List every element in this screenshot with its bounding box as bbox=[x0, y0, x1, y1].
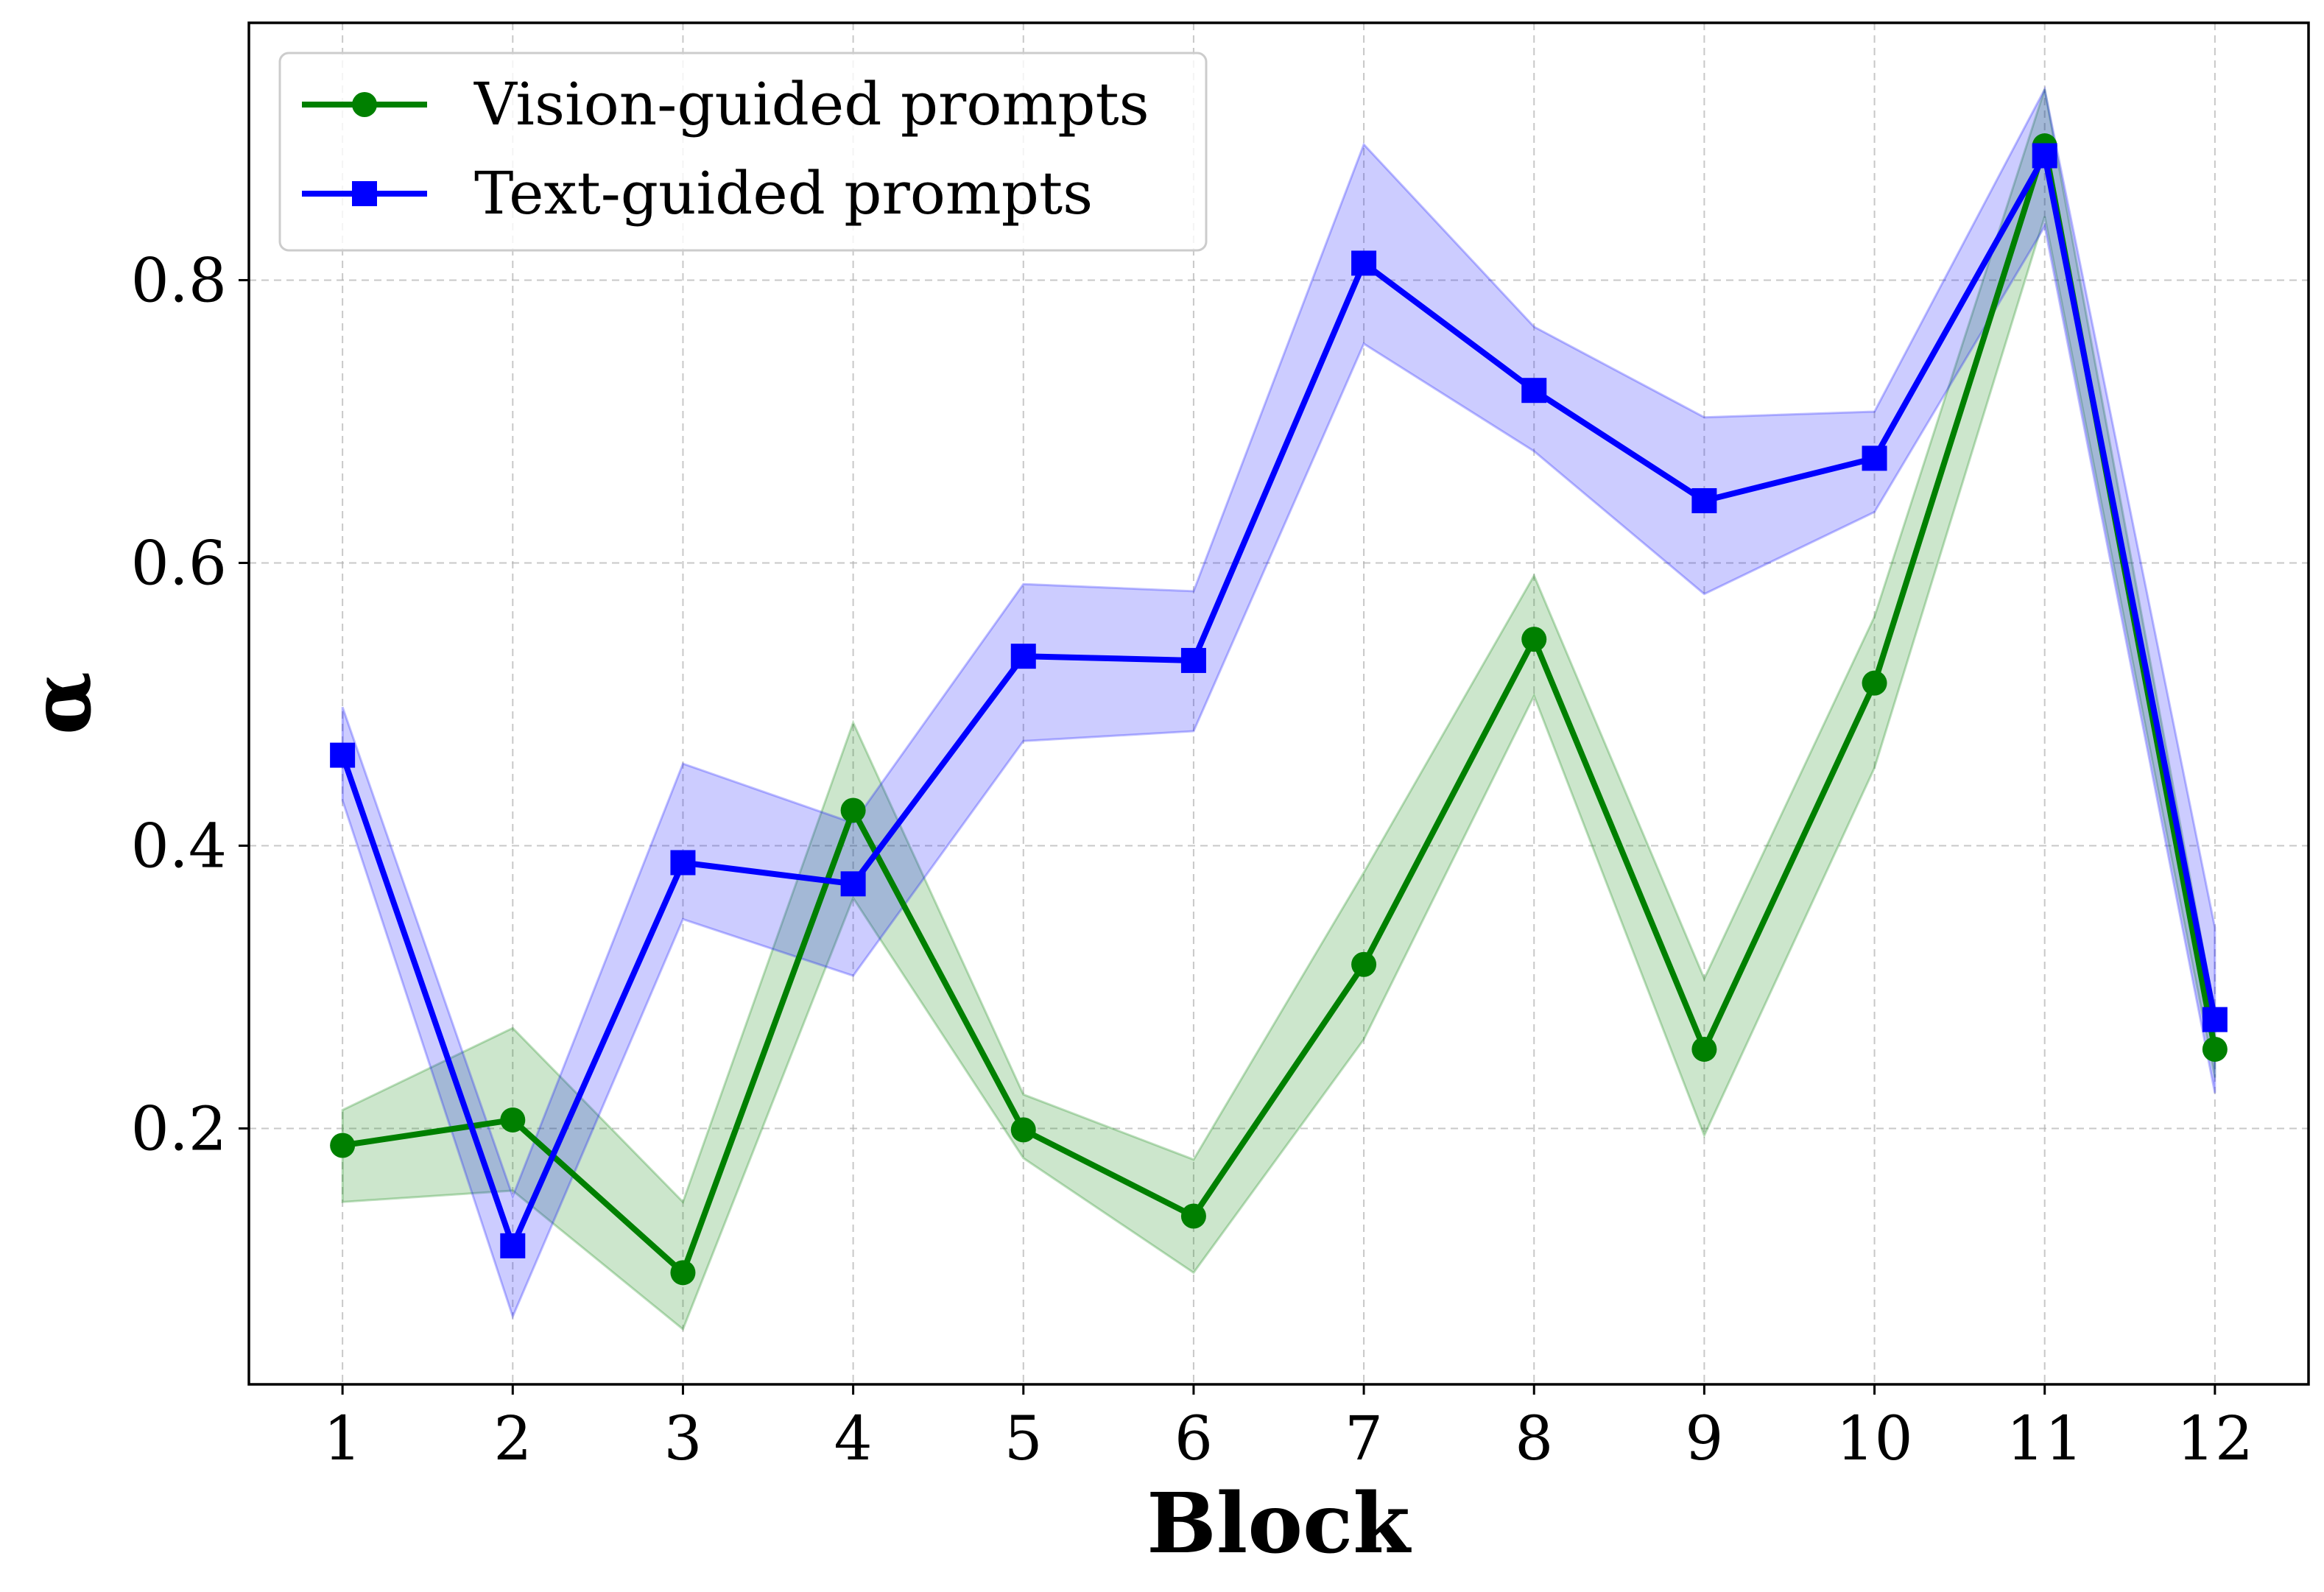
series-1-point bbox=[330, 1133, 356, 1158]
series-1-point bbox=[670, 1260, 696, 1286]
series-2-point bbox=[1521, 378, 1547, 404]
series-2-point bbox=[840, 871, 866, 897]
legend-entries: Vision-guided prompts Text-guided prompts bbox=[302, 70, 1149, 228]
series-1-point bbox=[1862, 670, 1887, 696]
x-tick-label: 2 bbox=[493, 1404, 532, 1474]
series-1-point bbox=[1351, 951, 1377, 977]
series-2-band bbox=[341, 85, 2216, 1320]
series-1-point bbox=[500, 1107, 526, 1133]
marker-layer bbox=[330, 133, 2228, 1286]
series-2-point bbox=[2032, 143, 2057, 169]
legend-box bbox=[278, 52, 1208, 252]
series-2-point bbox=[670, 850, 696, 876]
x-tick-label: 10 bbox=[1836, 1404, 1912, 1474]
x-tick-labels: 1 2 3 4 5 6 7 8 9 10 11 12 bbox=[323, 1404, 2253, 1474]
series-2-line bbox=[339, 152, 2218, 1249]
y-tick-label: 0.8 bbox=[131, 246, 227, 316]
legend-marker-1 bbox=[352, 92, 377, 117]
series-2-point bbox=[1691, 487, 1717, 513]
series-1-point bbox=[1691, 1036, 1717, 1062]
y-tick-labels: 0.2 0.4 0.6 0.8 bbox=[131, 246, 227, 1164]
x-tick-label: 9 bbox=[1685, 1404, 1723, 1474]
series-1-band bbox=[341, 88, 2216, 1331]
x-tick-label: 3 bbox=[663, 1404, 702, 1474]
legend-label-1: Vision-guided prompts bbox=[473, 70, 1149, 138]
series-1-point bbox=[2202, 1036, 2228, 1062]
y-tick-label: 0.4 bbox=[131, 811, 227, 881]
y-tick-label: 0.6 bbox=[131, 529, 227, 599]
series-2-point bbox=[1351, 250, 1377, 276]
series-2-point bbox=[2202, 1007, 2228, 1032]
series-2-point bbox=[1010, 644, 1036, 669]
series-1-point bbox=[1180, 1203, 1206, 1229]
band-layer bbox=[341, 85, 2216, 1331]
series-2-point bbox=[1180, 647, 1206, 673]
x-tick-label: 12 bbox=[2177, 1404, 2253, 1474]
plot-frame bbox=[247, 21, 2310, 1386]
series-1-point bbox=[1521, 627, 1547, 652]
line-layer bbox=[339, 143, 2218, 1276]
y-axis-title: α bbox=[13, 672, 110, 735]
x-tick-label: 1 bbox=[323, 1404, 362, 1474]
x-tick-label: 7 bbox=[1345, 1404, 1383, 1474]
series-2-point bbox=[330, 742, 356, 768]
series-1-point bbox=[1010, 1117, 1036, 1143]
legend: Vision-guided prompts Text-guided prompts bbox=[278, 52, 1208, 252]
y-tick-label: 0.2 bbox=[131, 1094, 227, 1164]
series-1-point bbox=[840, 797, 866, 823]
series-1-line bbox=[342, 143, 2218, 1276]
x-tick-label: 6 bbox=[1175, 1404, 1213, 1474]
x-tick-label: 5 bbox=[1004, 1404, 1043, 1474]
series-2-point bbox=[500, 1233, 526, 1258]
legend-marker-2 bbox=[352, 181, 377, 206]
tick-layer bbox=[239, 278, 2216, 1395]
x-tick-label: 4 bbox=[834, 1404, 873, 1474]
legend-label-2: Text-guided prompts bbox=[474, 159, 1093, 228]
x-tick-label: 11 bbox=[2007, 1404, 2083, 1474]
x-tick-label: 8 bbox=[1515, 1404, 1553, 1474]
series-2-point bbox=[1862, 445, 1887, 471]
x-axis-title: Block bbox=[1147, 1476, 1412, 1572]
